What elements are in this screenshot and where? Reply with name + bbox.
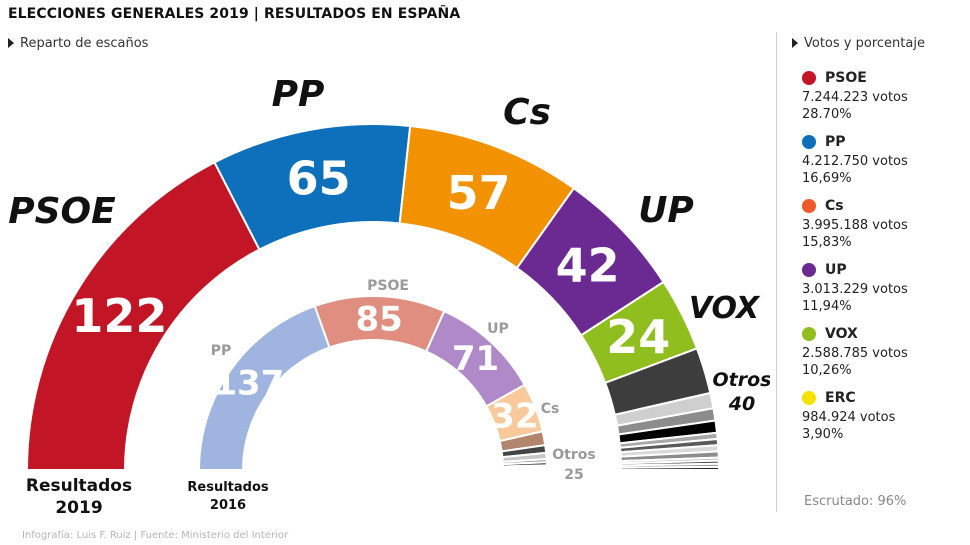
chart-2016-value-psoe: 85 bbox=[355, 299, 402, 339]
label-2016-otros-value: 25 bbox=[564, 467, 583, 483]
legend-party-name: ERC bbox=[825, 390, 856, 406]
caption-2019-line1: Resultados bbox=[26, 476, 132, 496]
legend-item-header: UP bbox=[802, 262, 967, 278]
chart-2019-value-psoe: 122 bbox=[71, 289, 167, 343]
vertical-divider bbox=[776, 32, 777, 512]
caption-2016-line2: 2016 bbox=[210, 498, 246, 513]
legend-item-cs: Cs 3.995.188 votos 15,83% bbox=[802, 198, 967, 251]
legend-party-name: Cs bbox=[825, 198, 844, 214]
party-color-dot-icon bbox=[802, 263, 816, 277]
chart-2016-value-pp: 137 bbox=[213, 364, 284, 404]
page-title: ELECCIONES GENERALES 2019 | RESULTADOS E… bbox=[8, 6, 461, 22]
legend-item-header: PP bbox=[802, 134, 967, 150]
legend-percentage: 11,94% bbox=[802, 299, 852, 314]
votes-legend: PSOE 7.244.223 votos 28.70% PP 4.212.750 vot… bbox=[802, 70, 967, 454]
legend-percentage: 15,83% bbox=[802, 235, 852, 250]
seat-distribution-subtitle: Reparto de escaños bbox=[8, 36, 148, 51]
label-2019-otros-value: 40 bbox=[728, 393, 755, 415]
label-2016-otros: Otros bbox=[552, 447, 595, 463]
legend-votes: 4.212.750 votos bbox=[802, 154, 908, 169]
legend-party-name: PP bbox=[825, 134, 846, 150]
votes-subtitle: Votos y porcentaje bbox=[792, 36, 925, 51]
credits: Infografía: Luis F. Ruiz | Fuente: Minis… bbox=[22, 530, 289, 541]
legend-votes: 7.244.223 votos bbox=[802, 90, 908, 105]
seat-distribution-subtitle-text: Reparto de escaños bbox=[20, 36, 149, 51]
triangle-right-icon bbox=[792, 38, 798, 48]
party-color-dot-icon bbox=[802, 327, 816, 341]
legend-percentage: 16,69% bbox=[802, 171, 852, 186]
legend-party-name: VOX bbox=[825, 326, 858, 342]
caption-2016-line1: Resultados bbox=[187, 480, 268, 495]
votes-subtitle-text: Votos y porcentaje bbox=[804, 36, 925, 51]
legend-item-up: UP 3.013.229 votos 11,94% bbox=[802, 262, 967, 315]
legend-item-psoe: PSOE 7.244.223 votos 28.70% bbox=[802, 70, 967, 123]
legend-votes: 3.995.188 votos bbox=[802, 218, 908, 233]
chart-2016-value-up: 71 bbox=[452, 339, 499, 379]
legend-item-vox: VOX 2.588.785 votos 10,26% bbox=[802, 326, 967, 379]
legend-percentage: 28.70% bbox=[802, 107, 852, 122]
legend-party-name: UP bbox=[825, 262, 847, 278]
label-2019-cs: Cs bbox=[503, 92, 551, 133]
legend-votes: 2.588.785 votos bbox=[802, 346, 908, 361]
chart-2019-value-up: 42 bbox=[556, 238, 620, 292]
scrutiny-status: Escrutado: 96% bbox=[804, 494, 907, 509]
legend-item-erc: ERC 984.924 votos 3,90% bbox=[802, 390, 967, 443]
party-color-dot-icon bbox=[802, 135, 816, 149]
label-2016-pp: PP bbox=[211, 343, 232, 359]
legend-item-header: ERC bbox=[802, 390, 967, 406]
legend-item-header: PSOE bbox=[802, 70, 967, 86]
label-2019-vox: VOX bbox=[689, 291, 761, 326]
chart-2019-value-cs: 57 bbox=[447, 166, 511, 220]
label-2019-psoe: PSOE bbox=[8, 191, 116, 232]
legend-votes: 984.924 votos bbox=[802, 410, 896, 425]
label-2019-up: UP bbox=[638, 190, 694, 231]
legend-item-header: Cs bbox=[802, 198, 967, 214]
legend-item-header: VOX bbox=[802, 326, 967, 342]
legend-item-pp: PP 4.212.750 votos 16,69% bbox=[802, 134, 967, 187]
party-color-dot-icon bbox=[802, 391, 816, 405]
label-2016-up: UP bbox=[487, 321, 509, 337]
chart-2019-value-pp: 65 bbox=[287, 152, 351, 206]
party-color-dot-icon bbox=[802, 199, 816, 213]
label-2016-psoe: PSOE bbox=[367, 278, 409, 294]
chart-2016-value-cs: 32 bbox=[491, 397, 538, 437]
label-2019-otros: Otros bbox=[713, 369, 770, 391]
caption-2019-line2: 2019 bbox=[55, 498, 102, 518]
label-2019-pp: PP bbox=[272, 74, 325, 115]
party-color-dot-icon bbox=[802, 71, 816, 85]
triangle-right-icon bbox=[8, 38, 14, 48]
chart-2019-seats-otros-segment bbox=[619, 465, 721, 471]
chart-2016-seats-otros-segment bbox=[501, 467, 549, 471]
legend-party-name: PSOE bbox=[825, 70, 867, 86]
legend-votes: 3.013.229 votos bbox=[802, 282, 908, 297]
legend-percentage: 10,26% bbox=[802, 363, 852, 378]
chart-2019-value-vox: 24 bbox=[606, 310, 670, 364]
label-2016-cs: Cs bbox=[541, 401, 560, 417]
legend-percentage: 3,90% bbox=[802, 427, 844, 442]
